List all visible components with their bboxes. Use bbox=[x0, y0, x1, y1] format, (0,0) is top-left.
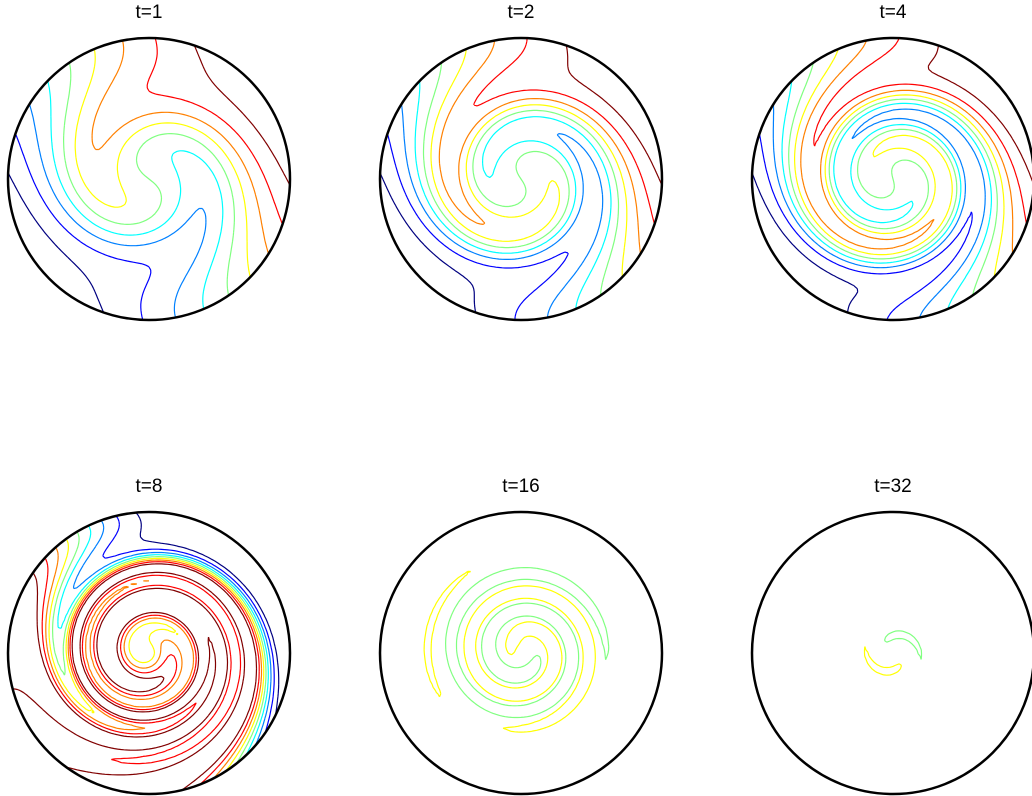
contour-level-5 bbox=[445, 567, 610, 719]
contour-level-6 bbox=[430, 38, 646, 320]
contour-lines bbox=[8, 512, 290, 794]
contour-level-4 bbox=[8, 512, 290, 794]
domain-boundary bbox=[6, 36, 292, 322]
contour-level-5 bbox=[883, 630, 923, 660]
panel-title: t=1 bbox=[136, 2, 163, 23]
contour-level-5 bbox=[422, 38, 620, 320]
contour-level-3 bbox=[8, 66, 207, 320]
contour-lines bbox=[380, 38, 662, 320]
contour-level-6 bbox=[863, 646, 903, 676]
contour-lines bbox=[863, 630, 923, 676]
contour-level-8 bbox=[813, 38, 1032, 252]
contour-level-4 bbox=[396, 38, 612, 320]
contour-level-6 bbox=[794, 38, 1014, 320]
domain-boundary bbox=[750, 36, 1032, 322]
contour-level-7 bbox=[91, 38, 290, 292]
contour-level-2 bbox=[380, 112, 569, 320]
panel-title: t=4 bbox=[880, 2, 907, 23]
domain-boundary bbox=[750, 510, 1032, 796]
panel-t-16: t=16 bbox=[378, 476, 664, 796]
domain-boundary bbox=[6, 510, 292, 796]
panel-t-2: t=2 bbox=[378, 2, 664, 322]
contour-level-4 bbox=[772, 38, 992, 320]
contour-level-6 bbox=[74, 38, 277, 320]
panel-title: t=2 bbox=[508, 2, 535, 23]
contour-level-2 bbox=[8, 117, 152, 320]
contour-level-4 bbox=[21, 38, 224, 320]
panel-title: t=32 bbox=[874, 476, 912, 497]
contour-lines bbox=[8, 38, 290, 320]
contour-level-9 bbox=[927, 38, 1032, 186]
panel-title: t=8 bbox=[136, 476, 163, 497]
contour-level-2 bbox=[752, 106, 973, 320]
panel-t-32: t=32 bbox=[750, 476, 1032, 796]
domain-boundary bbox=[378, 510, 664, 796]
contour-level-7 bbox=[800, 38, 1032, 301]
panel-t-1: t=1 bbox=[6, 2, 292, 322]
panel-t-4: t=4 bbox=[750, 2, 1032, 322]
domain-boundary bbox=[378, 36, 664, 322]
contour-level-6 bbox=[423, 570, 596, 733]
panel-t-8: t=8 bbox=[6, 476, 292, 796]
panel-title: t=16 bbox=[502, 476, 540, 497]
contour-lines bbox=[423, 567, 610, 733]
contour-level-8 bbox=[146, 38, 290, 241]
contour-level-5 bbox=[788, 38, 998, 320]
